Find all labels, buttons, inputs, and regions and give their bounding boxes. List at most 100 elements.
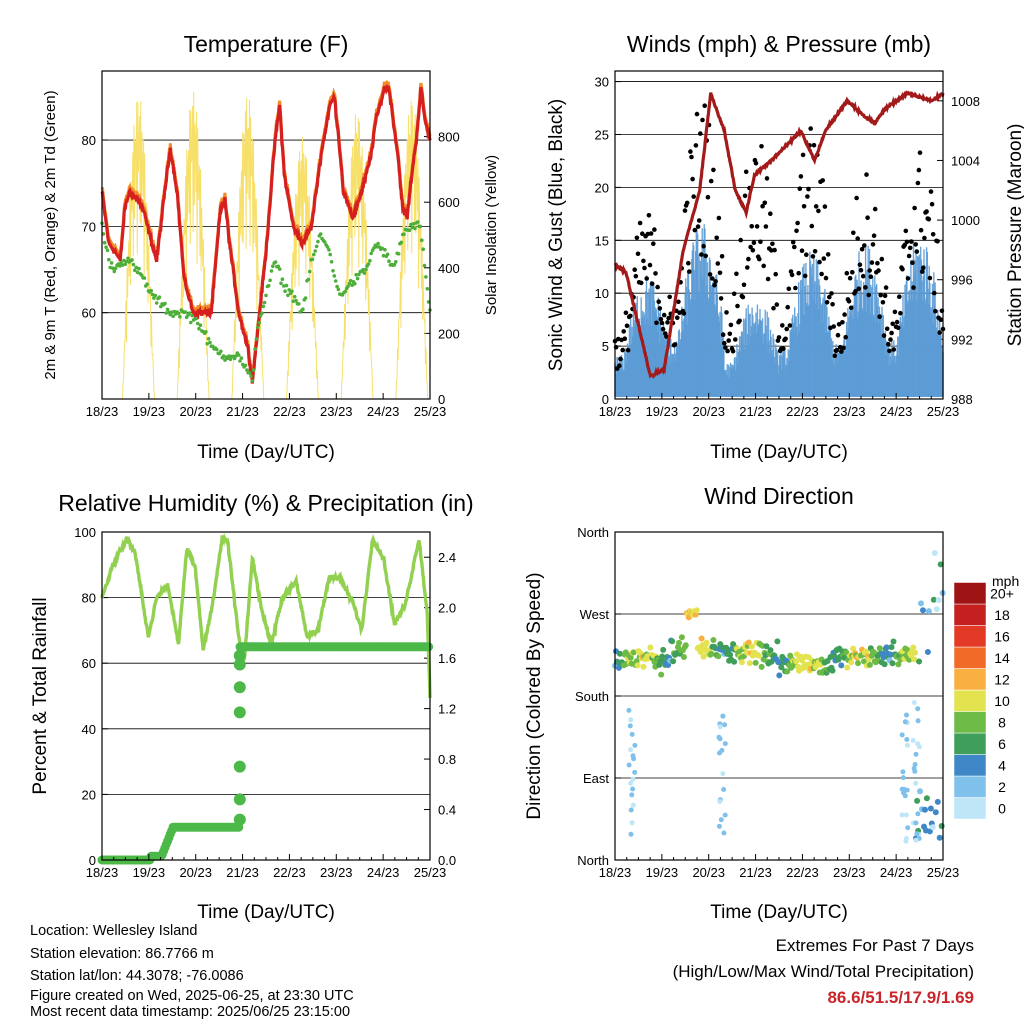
wind-direction-point [634,662,641,669]
wind-direction-point [703,639,710,646]
gust-point [731,291,737,297]
wind-direction-point [920,607,926,614]
wind-direction-point [880,654,887,661]
gust-point [846,299,852,304]
gust-point [871,233,877,238]
gust-point [785,304,790,310]
gust-point [617,363,622,369]
dewpoint-point [271,264,275,269]
gust-point [661,312,667,318]
dewpoint-point [108,265,112,270]
dewpoint-point [215,347,219,352]
winds-xtick-label: 21/23 [739,404,772,419]
dewpoint-point [347,281,352,286]
dewpoint-point [134,265,138,270]
gust-point [633,273,639,279]
gust-point [621,329,626,334]
gust-point [667,294,672,300]
gust-point [859,246,865,252]
gust-point [701,243,706,249]
dewpoint-point [171,314,175,319]
dewpoint-point [208,340,212,345]
speed-legend-swatch [953,689,987,712]
wind-direction-point [640,663,647,670]
gust-point [618,356,623,362]
dewpoint-point [206,337,211,341]
gust-point [876,268,881,273]
dewpoint-point [287,288,292,292]
wind-direction-point [632,769,638,775]
wind-direction-point [722,741,728,747]
humidity-y2tick-label: 0.0 [438,853,456,868]
gust-point [811,142,817,148]
gust-point [897,294,902,300]
gust-point [832,353,838,359]
temperature-ylabel-left: 2m & 9m T (Red, Orange) & 2m Td (Green) [42,90,59,379]
wind-direction-point [680,654,687,660]
temperature-xtick-label: 18/23 [86,404,119,419]
gust-point [862,243,867,248]
speed-legend-label: 16 [994,628,1010,644]
extremes-title: Extremes For Past 7 Days [775,936,974,955]
winds-ytick-label: 25 [595,127,609,142]
dewpoint-point [346,284,350,289]
dewpoint-point [219,349,223,354]
dewpoint-point [194,316,199,321]
dewpoint-point [327,248,331,252]
gust-point [805,194,810,199]
direction-xtick-label: 21/23 [739,865,772,880]
humidity-xtick-label: 24/23 [367,865,400,880]
gust-point [702,103,707,108]
gust-point [872,206,878,212]
rainfall-point [233,658,246,671]
gust-point [644,276,649,281]
gust-point [715,261,721,266]
gust-point [825,252,831,257]
dewpoint-point [418,224,423,229]
wind-direction-point [888,644,895,651]
gust-point [865,215,870,220]
dewpoint-point [399,240,404,245]
winds-xtick-label: 22/23 [786,404,819,419]
wind-direction-point [933,606,940,613]
gust-point [735,303,740,309]
wind-direction-point [682,642,689,649]
wind-direction-point [748,643,755,650]
wind-direction-point [721,787,727,792]
winds-ytick-label: 0 [602,392,609,407]
gust-point [728,322,734,328]
winds-xtick-label: 20/23 [692,404,725,419]
temperature-title: Temperature (F) [184,31,349,57]
gust-point [781,346,786,352]
winds-ytick-label: 5 [602,339,609,354]
dewpoint-point [164,311,168,315]
gust-point [881,333,887,338]
gust-point [682,208,688,213]
wind-direction-point [628,717,634,723]
direction-ylabel-left: Direction (Colored By Speed) [524,572,545,819]
gust-point [657,306,663,311]
wind-direction-point [763,643,770,650]
humidity-xtick-label: 20/23 [179,865,212,880]
gust-point [888,337,893,342]
dewpoint-point [362,271,367,275]
gust-point [930,232,936,237]
wind-direction-point [693,607,700,614]
gust-point [883,285,889,290]
speed-legend-swatch [953,797,987,820]
dewpoint-point [394,260,398,264]
wind-direction-point [934,798,941,805]
dewpoint-point [243,363,248,368]
wind-direction-point [899,732,905,738]
wind-direction-point [913,780,919,786]
gust-point [853,289,858,294]
temp-y2tick-label: 200 [438,326,460,341]
dewpoint-point [313,249,318,253]
dewpoint-point [276,264,281,269]
wind-direction-point [916,658,923,665]
wind-direction-point [904,787,910,793]
temperature-xtick-label: 23/23 [320,404,353,419]
wind-direction-point [901,790,907,796]
gust-point [842,312,847,317]
temp-y2tick-label: 800 [438,130,460,145]
